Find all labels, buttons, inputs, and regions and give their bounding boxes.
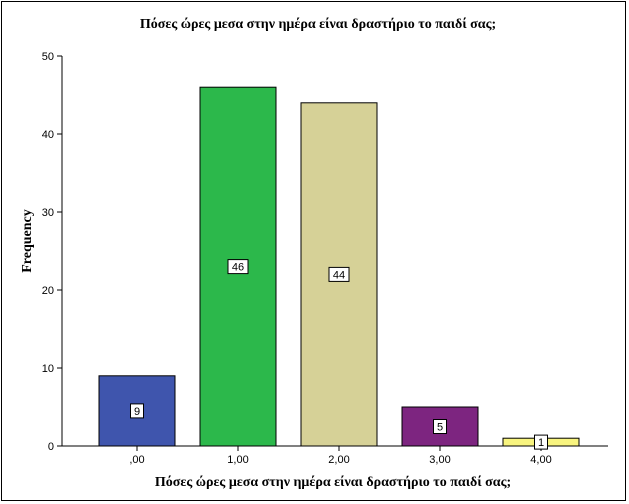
data-label: 44: [333, 269, 345, 281]
x-tick-label: ,00: [129, 454, 144, 466]
y-tick-label: 10: [42, 363, 54, 375]
x-tick-label: 2,00: [328, 454, 349, 466]
bar: [401, 406, 479, 447]
data-label: 1: [538, 437, 544, 449]
chart-title: Πόσες ώρες μεσα στην ημέρα είναι δραστήρ…: [140, 17, 496, 32]
y-tick-label: 30: [42, 207, 54, 219]
x-tick-label: 3,00: [429, 454, 450, 466]
y-tick-label: 20: [42, 285, 54, 297]
data-label-box: [534, 434, 548, 450]
data-label-box: [130, 403, 144, 419]
y-tick-label: 50: [42, 51, 54, 63]
data-label: 9: [134, 406, 140, 418]
data-labels: 9 46 44 5 1: [130, 259, 548, 450]
data-label-box: [227, 259, 249, 275]
data-label: 5: [437, 422, 443, 434]
x-tick-label: 4,00: [530, 454, 551, 466]
y-tick-label: 0: [48, 441, 54, 453]
y-tick-label: 40: [42, 129, 54, 141]
data-label-box: [433, 419, 447, 434]
x-tick-label: 1,00: [227, 454, 248, 466]
data-label: 46: [232, 262, 244, 274]
y-axis-label: Frequency: [20, 209, 35, 273]
data-label-box: [328, 266, 350, 282]
x-axis-label: Πόσες ώρες μεσα στην ημέρα είναι δραστήρ…: [155, 475, 511, 490]
bars: [98, 86, 580, 447]
